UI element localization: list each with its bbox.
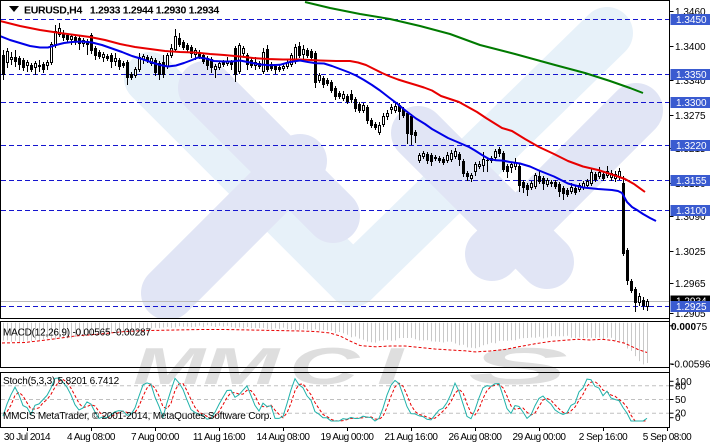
svg-text:EURUSD,H4 1.2933 1.2944 1.29: EURUSD,H4 1.2933 1.2944 1.2930 1.2934: [24, 5, 219, 17]
svg-text:1.3220: 1.3220: [676, 141, 707, 152]
svg-text:80: 80: [675, 381, 687, 392]
svg-text:1.3025: 1.3025: [675, 247, 706, 258]
svg-text:Stoch(5,3,3) 5.8201 6.7412: Stoch(5,3,3) 5.8201 6.7412: [3, 376, 120, 387]
svg-text:1.3450: 1.3450: [676, 15, 707, 26]
svg-text:20: 20: [675, 409, 687, 420]
svg-text:4 Aug 08:00: 4 Aug 08:00: [67, 432, 116, 443]
svg-text:0: 0: [675, 413, 681, 424]
svg-text:1.3090: 1.3090: [675, 212, 706, 223]
svg-text:1.3460: 1.3460: [675, 7, 706, 18]
svg-text:11 Aug 16:00: 11 Aug 16:00: [193, 432, 246, 443]
svg-text:1.2965: 1.2965: [675, 279, 706, 290]
svg-text:30 Jul 2014: 30 Jul 2014: [4, 432, 51, 443]
svg-text:0.00075: 0.00075: [671, 322, 708, 333]
svg-text:MMCIS MetaTrader, © 2001-2014,: MMCIS MetaTrader, © 2001-2014, MetaQuote…: [3, 411, 272, 422]
svg-text:21 Aug 16:00: 21 Aug 16:00: [385, 432, 439, 443]
svg-text:7 Aug 00:00: 7 Aug 00:00: [131, 432, 180, 443]
svg-text:50: 50: [675, 395, 687, 406]
svg-text:26 Aug 08:00: 26 Aug 08:00: [449, 432, 503, 443]
svg-text:1.2925: 1.2925: [676, 302, 707, 313]
svg-text:1.3350: 1.3350: [676, 70, 707, 81]
svg-text:MACD(12,26,9) -0.00565 -0.0028: MACD(12,26,9) -0.00565 -0.00287: [3, 328, 151, 339]
svg-text:1.3100: 1.3100: [676, 206, 707, 217]
svg-text:14 Aug 08:00: 14 Aug 08:00: [257, 432, 311, 443]
svg-text:1.3275: 1.3275: [675, 111, 706, 122]
svg-text:-0.00596: -0.00596: [671, 360, 710, 371]
svg-text:100: 100: [675, 377, 692, 388]
svg-text:1.2905: 1.2905: [675, 309, 706, 320]
svg-text:19 Aug 00:00: 19 Aug 00:00: [321, 432, 375, 443]
svg-text:1.3400: 1.3400: [675, 42, 706, 53]
svg-text:2 Sep 16:00: 2 Sep 16:00: [579, 432, 628, 443]
svg-text:1.3300: 1.3300: [676, 98, 707, 109]
svg-text:5 Sep 08:00: 5 Sep 08:00: [643, 432, 692, 443]
svg-text:1.3155: 1.3155: [676, 176, 707, 187]
svg-text:1.3340: 1.3340: [675, 76, 706, 87]
svg-text:29 Aug 00:00: 29 Aug 00:00: [513, 432, 567, 443]
